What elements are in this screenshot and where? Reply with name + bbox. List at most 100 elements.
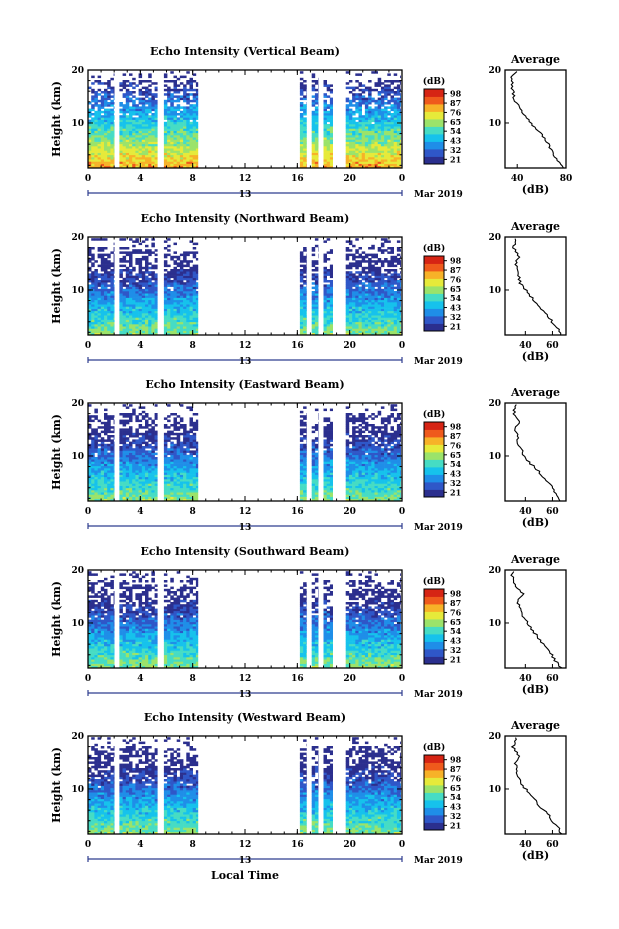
- x-tick-label: 0: [85, 674, 91, 684]
- avg-x-tick-label: 60: [546, 341, 559, 351]
- date-label: Mar 2019: [414, 523, 463, 533]
- colorbar-title: (dB): [423, 409, 445, 420]
- x-tick-label: 0: [85, 507, 91, 517]
- chart-panel-3: Echo Intensity (Southward Beam) 10 20 Heigh…: [50, 545, 567, 700]
- colorbar-segment: [424, 762, 444, 771]
- average-frame: [504, 402, 567, 502]
- colorbar-tick-label: 87: [450, 431, 461, 441]
- colorbar-tick-label: 21: [450, 487, 461, 497]
- average-frame: [504, 69, 567, 169]
- avg-x-tick-label: 40: [511, 174, 524, 184]
- colorbar-tick-label: 54: [450, 626, 462, 636]
- avg-y-tick-label: 10: [488, 452, 501, 462]
- day-label: 13: [239, 856, 252, 866]
- colorbar-segment: [424, 444, 444, 453]
- heatmap-cells: [88, 238, 401, 336]
- colorbar-tick-label: 21: [450, 321, 461, 331]
- average-title: Average: [510, 719, 560, 732]
- y-axis-label: Height (km): [50, 248, 63, 324]
- colorbar-segment: [424, 256, 444, 264]
- colorbar-segment: [424, 755, 444, 763]
- x-tick-label: 16: [291, 507, 304, 517]
- y-tick-label: 10: [71, 286, 84, 296]
- day-label: 13: [239, 690, 252, 700]
- average-profile-line: [510, 71, 564, 169]
- colorbar-tick-label: 32: [450, 811, 461, 821]
- colorbar-segment: [424, 308, 444, 317]
- colorbar-segment: [424, 634, 444, 642]
- x-axis-label: Local Time: [211, 869, 279, 882]
- colorbar-tick-label: 65: [450, 450, 461, 460]
- colorbar-tick-label: 65: [450, 617, 461, 627]
- colorbar-frame: [423, 421, 445, 498]
- colorbar-tick-label: 54: [450, 293, 462, 303]
- colorbar-title: (dB): [423, 243, 445, 254]
- y-tick-label: 20: [71, 399, 84, 409]
- colorbar-tick-label: 54: [450, 459, 462, 469]
- x-tick-label: 12: [239, 507, 252, 517]
- colorbar-tick-label: 76: [450, 440, 462, 450]
- colorbar-tick-label: 76: [450, 607, 462, 617]
- colorbar-segment: [424, 89, 444, 97]
- chart-title: Echo Intensity (Westward Beam): [144, 711, 346, 724]
- colorbar-tick-label: 43: [450, 802, 462, 812]
- colorbar-segment: [424, 301, 444, 309]
- chart-panel-0: Echo Intensity (Vertical Beam) 10 20 Height…: [50, 45, 572, 200]
- colorbar-segment: [424, 815, 444, 823]
- colorbar-tick-label: 65: [450, 117, 461, 127]
- y-tick-label: 10: [71, 452, 84, 462]
- avg-x-tick-label: 40: [519, 507, 532, 517]
- y-axis-label: Height (km): [50, 581, 63, 657]
- x-tick-label: 0: [85, 840, 91, 850]
- avg-x-tick-label: 60: [546, 840, 559, 850]
- x-tick-label: 8: [190, 674, 196, 684]
- average-title: Average: [510, 553, 560, 566]
- avg-y-tick-label: 20: [488, 399, 501, 409]
- colorbar-segment: [424, 641, 444, 650]
- x-tick-label: 8: [190, 174, 196, 184]
- y-axis-label: Height (km): [50, 414, 63, 490]
- x-tick-label: 4: [137, 507, 143, 517]
- colorbar-segment: [424, 626, 444, 635]
- colorbar-segment: [424, 119, 444, 127]
- colorbar-tick-label: 65: [450, 783, 461, 793]
- colorbar-tick-label: 32: [450, 145, 461, 155]
- average-x-label: (dB): [522, 849, 549, 862]
- colorbar-tick-label: 76: [450, 773, 462, 783]
- x-tick-label: 20: [343, 507, 356, 517]
- avg-x-tick-label: 40: [519, 840, 532, 850]
- average-x-label: (dB): [522, 683, 549, 696]
- colorbar-segment: [424, 792, 444, 801]
- colorbar-segment: [424, 459, 444, 468]
- colorbar-segment: [424, 596, 444, 605]
- x-tick-label: 4: [137, 341, 143, 351]
- x-tick-label: 20: [343, 674, 356, 684]
- x-tick-label: 20: [343, 840, 356, 850]
- colorbar-segment: [424, 785, 444, 793]
- colorbar-segment: [424, 104, 444, 112]
- x-tick-label: 20: [343, 341, 356, 351]
- colorbar-tick-label: 32: [450, 478, 461, 488]
- colorbar-tick-label: 76: [450, 107, 462, 117]
- day-label: 13: [239, 190, 252, 200]
- colorbar-segment: [424, 770, 444, 778]
- x-tick-label: 12: [239, 674, 252, 684]
- average-profile-line: [510, 571, 563, 669]
- date-label: Mar 2019: [414, 856, 463, 866]
- chart-panel-4: Echo Intensity (Westward Beam) 10 20 Height…: [50, 711, 567, 866]
- colorbar-frame: [423, 588, 445, 665]
- heatmap-cells: [88, 571, 401, 669]
- colorbar-segment: [424, 589, 444, 597]
- colorbar-tick-label: 54: [450, 792, 462, 802]
- colorbar-tick-label: 87: [450, 764, 461, 774]
- average-frame: [504, 236, 567, 336]
- colorbar-title: (dB): [423, 576, 445, 587]
- x-tick-label: 16: [291, 341, 304, 351]
- heatmap-cells: [88, 737, 401, 835]
- colorbar-segment: [424, 656, 444, 665]
- x-tick-label: 4: [137, 840, 143, 850]
- y-tick-label: 10: [71, 119, 84, 129]
- chart-title: Echo Intensity (Northward Beam): [141, 212, 350, 225]
- colorbar-tick-label: 87: [450, 265, 461, 275]
